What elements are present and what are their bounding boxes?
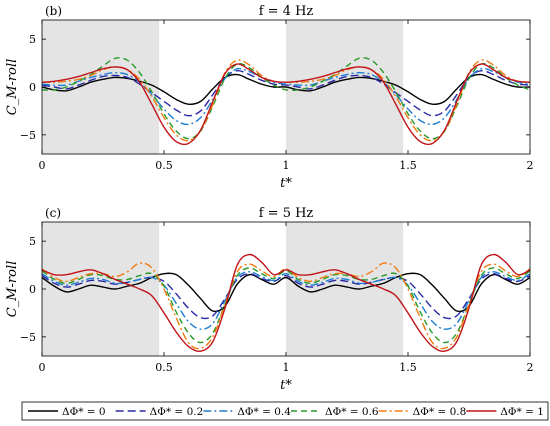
series-line-4 — [42, 262, 530, 350]
series-line-5 — [42, 63, 530, 146]
series-line-0 — [42, 272, 530, 313]
series-line-2 — [42, 67, 530, 126]
x-tick-label: 1 — [283, 159, 290, 172]
x-tick-label: 2 — [527, 361, 534, 374]
y-tick-label: −5 — [20, 331, 36, 344]
series-line-3 — [42, 267, 530, 344]
x-tick-label: 1.5 — [399, 159, 417, 172]
y-tick-label: −5 — [20, 129, 36, 142]
legend-label-0: ΔΦ* = 0 — [62, 406, 106, 418]
y-axis-label: C_M-roll — [5, 261, 20, 318]
y-tick-label: 0 — [29, 283, 36, 296]
series-group — [42, 57, 530, 146]
legend-label-4: ΔΦ* = 0.8 — [413, 406, 467, 418]
series-line-1 — [42, 69, 530, 117]
panel-b: 0 0.5 1 1.5 2 −5 0 5 (b) f = 4 Hz t* C_M-roll — [5, 4, 534, 191]
series-line-5 — [42, 253, 530, 353]
x-tick-label: 0 — [39, 361, 46, 374]
series-line-0 — [42, 73, 530, 106]
legend: ΔΦ* = 0 ΔΦ* = 0.2 ΔΦ* = 0.4 ΔΦ* = 0.6 ΔΦ* = … — [21, 401, 549, 421]
panel-c: 0 0.5 1 1.5 2 −5 0 5 (c) f = 5 Hz t* C_M-roll — [5, 206, 534, 393]
x-tick-label: 0.5 — [155, 361, 173, 374]
x-tick-label: 0 — [39, 159, 46, 172]
legend-label-2: ΔΦ* = 0.4 — [237, 406, 291, 418]
x-tick-label: 2 — [527, 159, 534, 172]
y-tick-label: 5 — [29, 235, 36, 248]
y-tick-label: 5 — [29, 33, 36, 46]
legend-label-3: ΔΦ* = 0.6 — [325, 406, 379, 418]
panel-label: (c) — [45, 206, 61, 220]
legend-box — [21, 401, 549, 421]
x-axis-label: t* — [280, 176, 292, 191]
x-tick-label: 1.5 — [399, 361, 417, 374]
x-tick-label: 0.5 — [155, 159, 173, 172]
panel-label: (b) — [45, 4, 62, 18]
x-tick-label: 1 — [283, 361, 290, 374]
series-group — [42, 253, 530, 353]
shaded-span-0 — [42, 20, 160, 154]
y-axis-label: C_M-roll — [5, 59, 20, 116]
legend-label-5: ΔΦ* = 1 — [500, 406, 544, 418]
chart-title: f = 4 Hz — [259, 4, 314, 19]
x-axis-label: t* — [280, 378, 292, 393]
chart-title: f = 5 Hz — [259, 206, 314, 221]
y-tick-label: 0 — [29, 81, 36, 94]
legend-label-1: ΔΦ* = 0.2 — [150, 406, 204, 418]
shaded-span-1 — [286, 20, 404, 154]
